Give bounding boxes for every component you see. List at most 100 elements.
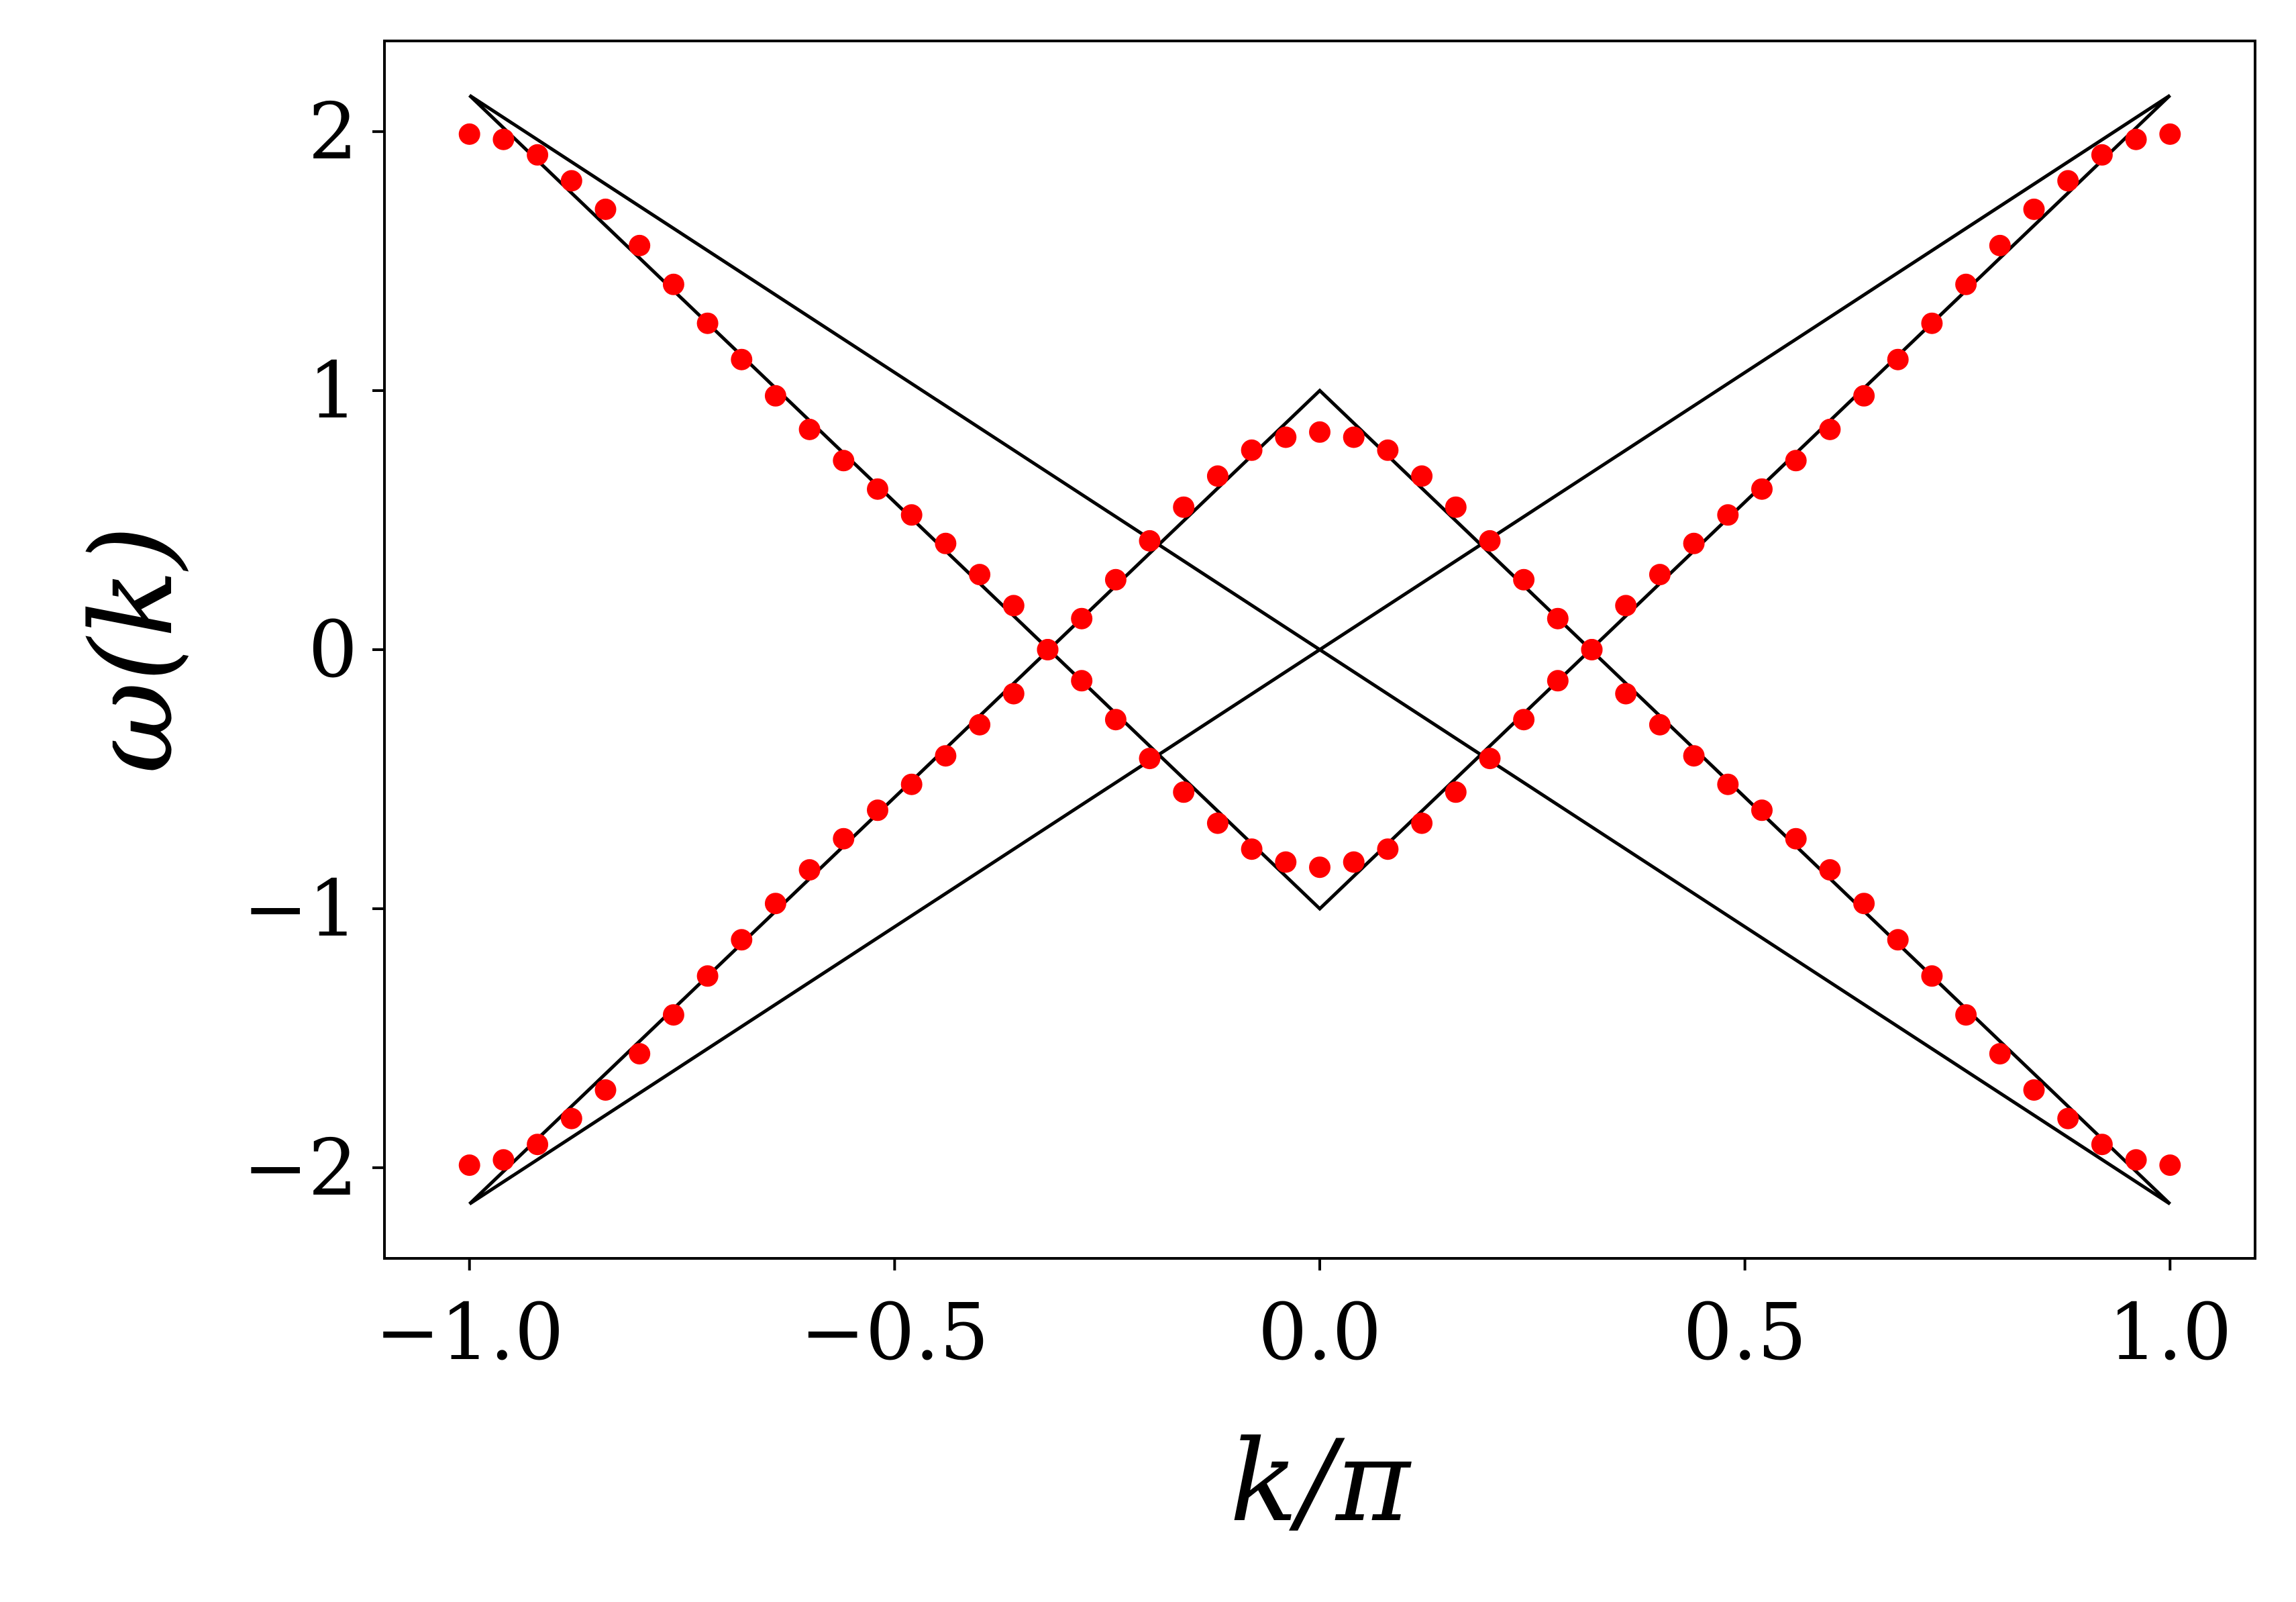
data-point <box>2125 1149 2147 1171</box>
data-point <box>1717 504 1739 526</box>
data-point <box>2057 170 2079 192</box>
data-point <box>1309 421 1330 443</box>
data-point <box>1037 639 1059 660</box>
data-point <box>798 418 821 440</box>
x-tick-label: 0.5 <box>1683 1287 1806 1378</box>
data-point <box>1751 799 1773 821</box>
data-point <box>2023 1079 2045 1101</box>
data-points <box>458 123 2181 1177</box>
x-tick-label: −1.0 <box>375 1287 564 1378</box>
data-point <box>1581 639 1603 660</box>
data-point <box>1377 838 1399 860</box>
data-point <box>1139 530 1161 552</box>
data-point <box>458 123 480 145</box>
data-point <box>527 144 549 166</box>
data-point <box>1445 781 1467 803</box>
data-point <box>935 745 957 767</box>
y-axis-ticks: −2 −1 0 1 2 <box>243 87 384 1213</box>
data-point <box>1513 568 1535 591</box>
model-line-3 <box>468 388 2172 1205</box>
data-point <box>969 564 991 586</box>
data-point <box>935 532 957 554</box>
model-lines <box>468 94 2172 1205</box>
model-line-4 <box>468 94 2172 911</box>
data-point <box>458 1154 480 1177</box>
data-point <box>2159 123 2181 145</box>
data-point <box>1649 564 1671 586</box>
data-point <box>1343 426 1365 448</box>
data-point <box>2057 1107 2079 1130</box>
data-point <box>798 859 821 881</box>
data-point <box>1002 683 1025 705</box>
data-point <box>1309 856 1330 879</box>
y-tick-label: −2 <box>243 1123 358 1213</box>
y-axis-label: ω(k) <box>66 525 198 774</box>
data-point <box>629 1043 651 1065</box>
data-point <box>1819 418 1841 440</box>
data-point <box>696 965 719 987</box>
data-point <box>1751 478 1773 500</box>
data-point <box>492 1149 515 1171</box>
data-point <box>1275 426 1297 448</box>
data-point <box>2091 144 2113 166</box>
data-point <box>1615 683 1637 705</box>
data-point <box>1139 748 1161 770</box>
data-point <box>833 450 855 472</box>
y-tick-label: 0 <box>308 605 358 695</box>
data-point <box>662 1004 684 1026</box>
data-point <box>1377 439 1399 461</box>
data-point <box>560 170 582 192</box>
data-point <box>1206 812 1229 834</box>
data-point <box>1241 439 1263 461</box>
data-point <box>1104 568 1127 591</box>
data-point <box>1241 838 1263 860</box>
data-point <box>1206 465 1229 487</box>
x-tick-label: 0.0 <box>1258 1287 1381 1378</box>
data-point <box>1071 670 1093 692</box>
data-point <box>1547 607 1569 630</box>
data-point <box>1955 1004 1977 1026</box>
data-point <box>1002 595 1025 617</box>
data-point <box>1343 851 1365 873</box>
x-axis-ticks: −1.0 −0.5 0.0 0.5 1.0 <box>375 1258 2232 1378</box>
data-point <box>594 198 617 220</box>
data-point <box>527 1134 549 1156</box>
data-point <box>1785 828 1807 850</box>
data-point <box>867 799 888 821</box>
data-point <box>662 273 684 295</box>
y-tick-label: 2 <box>308 87 358 177</box>
x-tick-label: 1.0 <box>2108 1287 2232 1378</box>
data-point <box>696 312 719 334</box>
data-point <box>2125 128 2147 150</box>
data-point <box>1615 595 1637 617</box>
data-point <box>731 348 753 370</box>
data-point <box>1887 929 1909 951</box>
y-tick-label: 1 <box>308 346 358 436</box>
data-point <box>1717 773 1739 795</box>
data-point <box>2091 1134 2113 1156</box>
data-point <box>764 893 786 915</box>
data-point <box>560 1107 582 1130</box>
data-point <box>1173 781 1195 803</box>
x-axis-label: k/π <box>1230 1415 1412 1547</box>
data-point <box>1785 450 1807 472</box>
data-point <box>1547 670 1569 692</box>
data-point <box>1819 859 1841 881</box>
data-point <box>594 1079 617 1101</box>
data-point <box>900 504 923 526</box>
data-point <box>764 385 786 407</box>
data-point <box>1853 893 1875 915</box>
data-point <box>1989 234 2011 256</box>
data-point <box>1853 385 1875 407</box>
data-point <box>1411 812 1433 834</box>
data-point <box>1921 312 1943 334</box>
y-tick-label: −1 <box>243 864 358 954</box>
x-tick-label: −0.5 <box>800 1287 990 1378</box>
data-point <box>492 128 515 150</box>
data-point <box>1683 532 1705 554</box>
data-point <box>1445 496 1467 518</box>
data-point <box>629 234 651 256</box>
data-point <box>2159 1154 2181 1177</box>
data-point <box>1989 1043 2011 1065</box>
